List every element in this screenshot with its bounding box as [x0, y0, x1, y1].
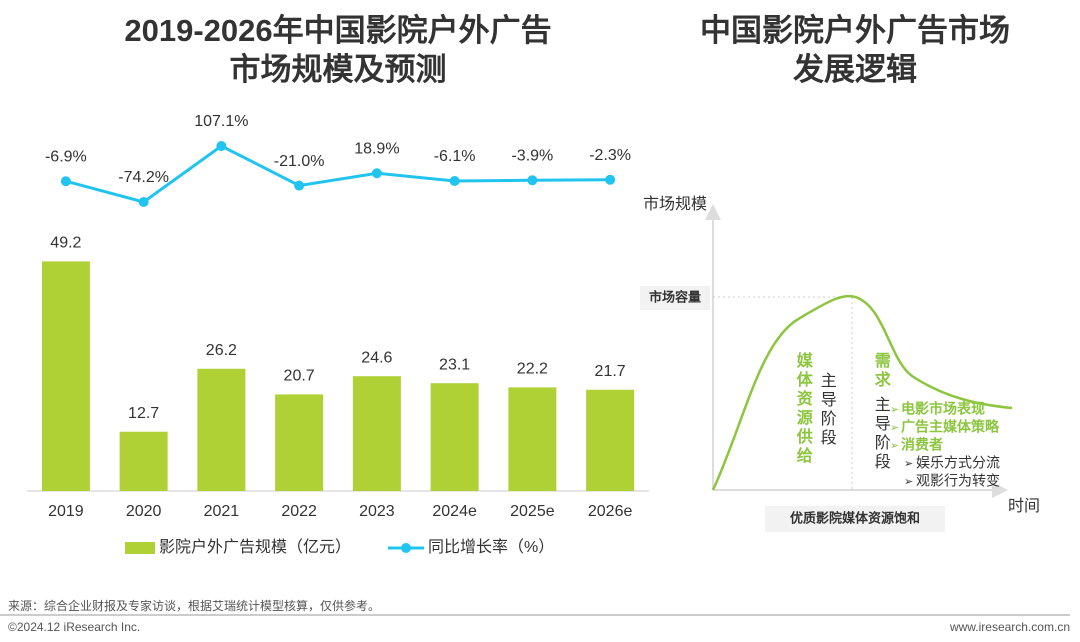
arrow-icon: ➢: [890, 440, 899, 452]
point: [60, 176, 71, 187]
bar: [430, 383, 479, 491]
value-label: -21.0%: [274, 153, 325, 170]
point: [371, 168, 382, 179]
value-label: -6.1%: [434, 148, 476, 165]
value-label: 23.1: [439, 356, 470, 373]
bar: [41, 261, 90, 491]
url: www.iresearch.com.cn: [949, 620, 1070, 634]
market-curve: [711, 294, 1013, 491]
value-label: -2.3%: [589, 147, 631, 164]
source: 来源：综合企业财报及专家访谈，根据艾瑞统计模型核算，仅供参考。: [8, 598, 380, 613]
value-label: 107.1%: [194, 113, 248, 130]
point: [605, 174, 616, 185]
value-label: 20.7: [284, 368, 315, 385]
arrow-icon: ➢: [890, 422, 899, 434]
value-label: 21.7: [595, 363, 626, 380]
legend-label: 影院户外广告规模（亿元）: [159, 538, 351, 556]
diagram-title: 发展逻辑: [792, 52, 917, 87]
value-label: 24.6: [361, 349, 392, 366]
value-label: 22.2: [517, 361, 548, 378]
diagram-title: 中国影院户外广告市场: [700, 13, 1010, 48]
phase2-driver: 需求: [872, 351, 891, 390]
phase1-driver: 媒体资源供给: [794, 351, 814, 466]
point: [449, 175, 460, 186]
value-label: 18.9%: [354, 140, 399, 157]
x-tick-label: 2022: [281, 503, 317, 520]
x-tick-label: 2020: [126, 503, 162, 520]
x-tick-label: 2024e: [432, 503, 477, 520]
phase1-stage: 主导阶段: [818, 372, 837, 448]
factor: 电影市场表现: [901, 401, 985, 417]
bar: [586, 389, 635, 491]
phase2-stage: 主导阶段: [872, 396, 891, 472]
chart-title: 2019-2026年中国影院户外广告: [124, 13, 551, 48]
x-label: 时间: [1008, 497, 1040, 515]
capacity-box: [640, 286, 710, 310]
bar: [275, 394, 324, 491]
sub-factor: 娱乐方式分流: [916, 455, 1000, 471]
x-tick-label: 2026e: [588, 503, 633, 520]
bar: [119, 431, 168, 491]
point: [138, 197, 149, 208]
arrow-icon: ➢: [904, 476, 913, 488]
point: [527, 175, 538, 186]
chart-title: 市场规模及预测: [230, 52, 447, 87]
bar: [197, 368, 246, 491]
copyright: ©2024.12 iResearch Inc.: [8, 620, 140, 634]
legend-swatch: [401, 543, 411, 553]
value-label: -6.9%: [45, 148, 87, 165]
factor: 消费者: [901, 437, 943, 453]
x-tick-label: 2023: [359, 503, 395, 520]
sub-factor: 观影行为转变: [916, 473, 1000, 489]
value-label: 12.7: [128, 405, 159, 422]
bar: [352, 376, 401, 491]
arrow-icon: ➢: [904, 458, 913, 470]
legend-label: 同比增长率（%）: [428, 538, 554, 556]
point: [216, 140, 227, 151]
point: [294, 180, 305, 191]
x-tick-label: 2021: [204, 503, 240, 520]
value-label: 26.2: [206, 342, 237, 359]
value-label: 49.2: [50, 235, 81, 252]
bar: [508, 387, 557, 491]
saturation-box: [765, 506, 945, 532]
x-tick-label: 2025e: [510, 503, 555, 520]
factors: ➢ 电影市场表现➢ 广告主媒体策略➢ 消费者➢ 娱乐方式分流➢ 观影行为转变: [890, 401, 1000, 489]
x-tick-label: 2019: [48, 503, 84, 520]
line: [65, 144, 611, 204]
arrow-icon: ➢: [890, 404, 899, 416]
legend-swatch: [125, 542, 155, 554]
value-label: -74.2%: [118, 169, 169, 186]
factor: 广告主媒体策略: [901, 419, 1000, 435]
y-label: 市场规模: [643, 195, 707, 213]
saturation-label: 优质影院媒体资源饱和: [790, 510, 920, 525]
capacity-label: 市场容量: [649, 289, 701, 304]
value-label: -3.9%: [511, 148, 553, 165]
